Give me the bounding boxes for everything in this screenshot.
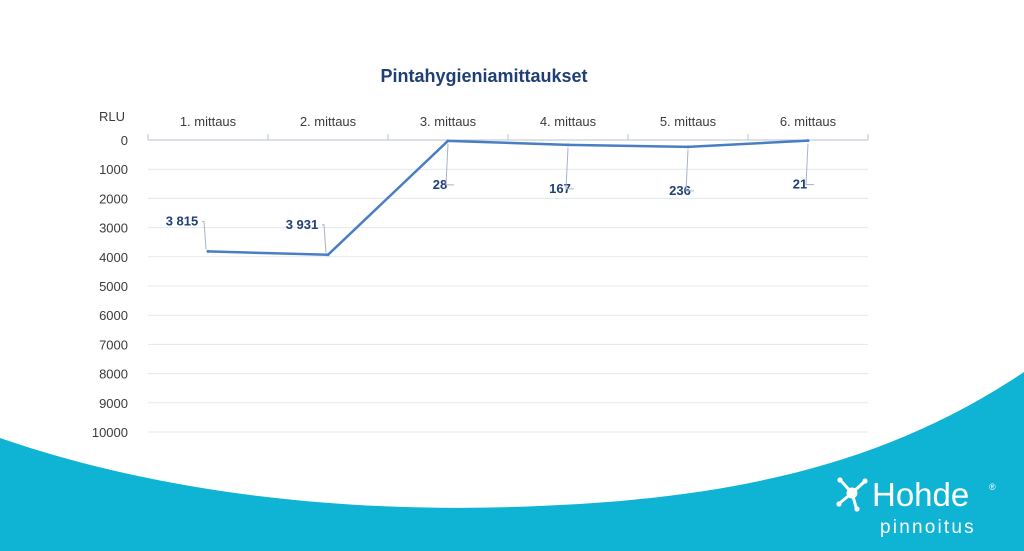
data-point: [206, 249, 210, 253]
data-point: [446, 139, 450, 143]
y-tick-label: 10000: [92, 425, 128, 440]
brand-tagline: pinnoitus: [880, 517, 976, 538]
brand-registered-mark: ®: [989, 482, 996, 492]
chart-title: Pintahygieniamittaukset: [380, 66, 587, 86]
y-tick-label: 7000: [99, 337, 128, 352]
leader-line: [805, 143, 814, 186]
data-point: [686, 145, 690, 149]
leader-line: [322, 224, 327, 253]
x-category-label: 5. mittaus: [660, 114, 717, 129]
x-category-label: 1. mittaus: [180, 114, 237, 129]
leader-line: [685, 149, 694, 192]
y-tick-labels: 0 1000 2000 3000 4000 5000 6000 7000 8000 9000 100…: [92, 133, 128, 440]
x-category-label: 6. mittaus: [780, 114, 837, 129]
x-category-label: 3. mittaus: [420, 114, 477, 129]
data-label: 3 931: [286, 217, 319, 232]
leader-line: [445, 143, 454, 186]
x-category-label: 2. mittaus: [300, 114, 357, 129]
star-figure-icon: [836, 477, 868, 512]
x-category-label: 4. mittaus: [540, 114, 597, 129]
series-group: [206, 139, 810, 257]
data-label: 28: [433, 177, 447, 192]
y-axis-label: RLU: [99, 109, 125, 124]
footer-wave: [0, 372, 1024, 551]
leader-line: [565, 147, 574, 190]
x-category-labels: 1. mittaus 2. mittaus 3. mittaus 4. mittaus…: [180, 114, 837, 129]
data-point: [806, 139, 810, 143]
leader-line: [202, 220, 207, 250]
gridlines: [147, 134, 869, 433]
y-tick-label: 9000: [99, 396, 128, 411]
brand-name: Hohde: [872, 476, 969, 513]
y-tick-label: 2000: [99, 191, 128, 206]
data-labels: 3 815 3 931 28 167 236 21: [166, 143, 814, 253]
data-label: 21: [793, 177, 807, 192]
y-tick-label: 8000: [99, 367, 128, 382]
y-tick-label: 4000: [99, 250, 128, 265]
y-tick-label: 5000: [99, 279, 128, 294]
data-label: 167: [549, 181, 571, 196]
data-point: [326, 253, 330, 257]
y-tick-label: 6000: [99, 308, 128, 323]
y-tick-label: 3000: [99, 221, 128, 236]
data-label: 236: [669, 183, 691, 198]
series-line: [207, 139, 809, 257]
data-point: [566, 143, 570, 147]
y-tick-label: 0: [121, 133, 128, 148]
data-label: 3 815: [166, 213, 199, 228]
brand-logo: Hohde ® pinnoitus: [836, 476, 996, 538]
y-tick-label: 1000: [99, 162, 128, 177]
